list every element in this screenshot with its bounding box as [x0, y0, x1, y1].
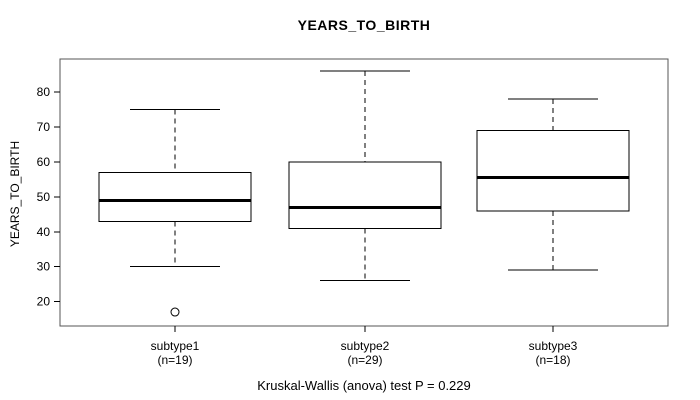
group-sublabel: (n=19) — [157, 353, 192, 367]
y-tick-label: 20 — [37, 295, 51, 309]
group-sublabel: (n=18) — [535, 353, 570, 367]
plot-frame — [59, 58, 669, 327]
group-label: subtype2 — [341, 339, 390, 353]
group-label: subtype1 — [151, 339, 200, 353]
outlier-point — [170, 307, 180, 317]
group-label: subtype3 — [529, 339, 578, 353]
y-tick-label: 30 — [37, 260, 51, 274]
y-tick-label: 50 — [37, 190, 51, 204]
y-tick-label: 60 — [37, 155, 51, 169]
iqr-box — [98, 171, 252, 222]
chart-title: YEARS_TO_BIRTH — [297, 17, 431, 33]
group-sublabel: (n=29) — [347, 353, 382, 367]
iqr-box — [288, 161, 442, 229]
y-tick-label: 40 — [37, 225, 51, 239]
stat-test-caption: Kruskal-Wallis (anova) test P = 0.229 — [257, 378, 471, 393]
y-tick-label: 80 — [37, 85, 51, 99]
y-tick-label: 70 — [37, 120, 51, 134]
iqr-box — [476, 130, 630, 212]
